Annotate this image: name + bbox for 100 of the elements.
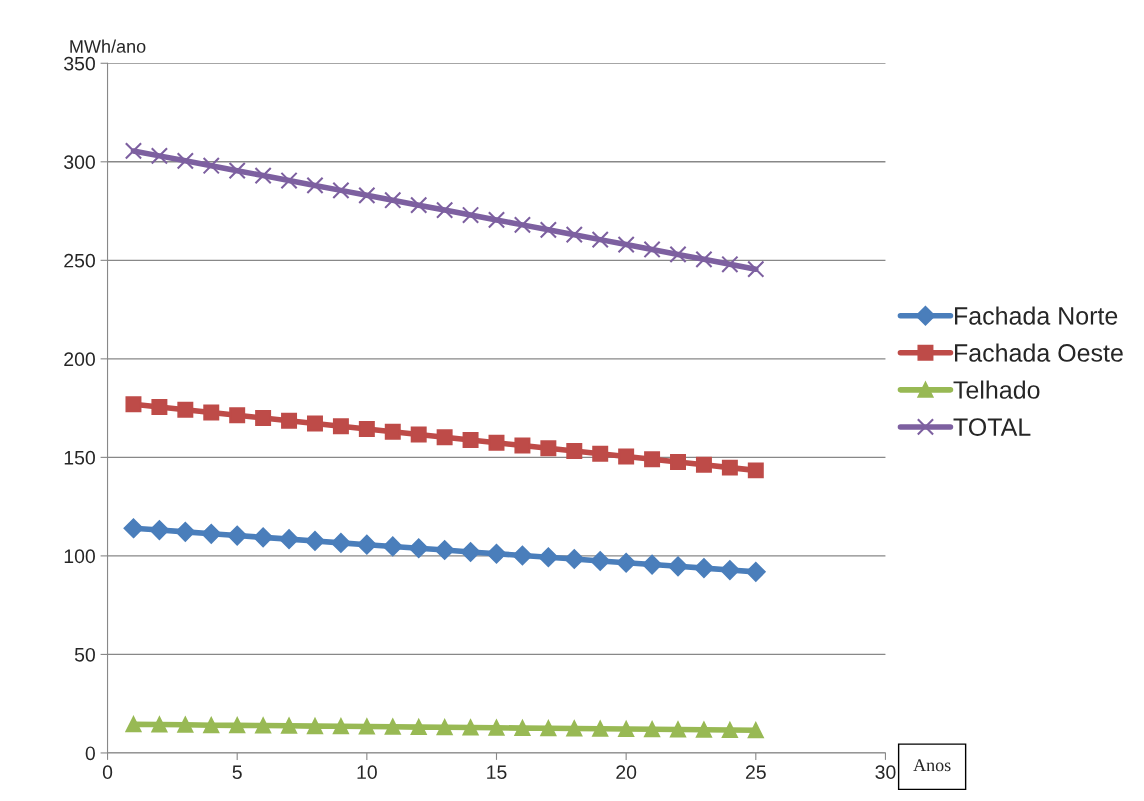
point bbox=[281, 717, 298, 734]
point bbox=[410, 196, 428, 214]
point bbox=[203, 717, 220, 734]
point bbox=[150, 147, 169, 165]
point bbox=[643, 240, 661, 259]
point bbox=[125, 396, 142, 413]
point bbox=[305, 531, 325, 551]
legend-label: Fachada Norte bbox=[955, 306, 1118, 325]
y-tick-label: 0 bbox=[85, 746, 95, 761]
point bbox=[177, 716, 194, 733]
point bbox=[461, 206, 480, 224]
point bbox=[410, 719, 427, 736]
point bbox=[332, 418, 349, 435]
point bbox=[358, 186, 376, 204]
point bbox=[123, 518, 144, 539]
x-tick-label: 15 bbox=[487, 765, 507, 780]
point bbox=[618, 721, 635, 738]
point bbox=[254, 166, 272, 185]
point bbox=[279, 529, 299, 550]
y-tick-label: 250 bbox=[64, 253, 95, 268]
point bbox=[512, 545, 533, 566]
point bbox=[227, 525, 248, 546]
y-tick-label: 50 bbox=[74, 647, 95, 662]
y-tick-label: 200 bbox=[64, 352, 95, 367]
point bbox=[644, 721, 661, 738]
point bbox=[539, 221, 558, 239]
point bbox=[358, 718, 375, 735]
point bbox=[229, 717, 246, 734]
point bbox=[175, 521, 196, 542]
point bbox=[255, 409, 272, 426]
point bbox=[460, 542, 481, 562]
x-tick-label: 25 bbox=[745, 765, 766, 780]
x-tick-label: 5 bbox=[232, 765, 242, 780]
point bbox=[384, 718, 401, 735]
point bbox=[408, 538, 429, 559]
point bbox=[177, 401, 194, 418]
point bbox=[695, 250, 713, 269]
point bbox=[332, 718, 349, 735]
point bbox=[176, 152, 195, 170]
point bbox=[487, 211, 506, 229]
x-tick-label: 10 bbox=[357, 765, 377, 780]
x-tick-label: 30 bbox=[875, 765, 896, 780]
x-axis-title: Anos bbox=[913, 759, 951, 772]
point bbox=[644, 451, 661, 468]
point bbox=[435, 201, 454, 219]
point bbox=[566, 443, 583, 460]
point bbox=[670, 454, 686, 471]
point bbox=[745, 561, 766, 582]
point bbox=[281, 412, 298, 429]
point bbox=[540, 440, 557, 457]
point bbox=[721, 722, 738, 739]
point bbox=[565, 226, 583, 244]
point bbox=[462, 719, 479, 736]
y-tick-label: 350 bbox=[64, 56, 95, 71]
x-tick-label: 0 bbox=[102, 765, 113, 780]
point bbox=[151, 398, 168, 415]
point bbox=[151, 716, 168, 733]
point bbox=[358, 421, 375, 437]
y-axis-title: MWh/ano bbox=[70, 39, 146, 53]
point bbox=[384, 423, 401, 440]
point bbox=[228, 161, 246, 180]
point bbox=[721, 459, 738, 476]
point bbox=[332, 181, 350, 200]
point bbox=[488, 434, 505, 451]
point bbox=[694, 558, 714, 578]
point bbox=[462, 432, 479, 449]
point bbox=[384, 191, 402, 209]
point bbox=[382, 536, 403, 557]
point bbox=[747, 722, 764, 739]
y-tick-label: 300 bbox=[64, 155, 95, 170]
point bbox=[513, 216, 532, 234]
point bbox=[202, 157, 220, 175]
point bbox=[719, 560, 740, 580]
point bbox=[747, 260, 765, 278]
point bbox=[255, 717, 272, 734]
legend-label: TOTAL bbox=[953, 418, 1031, 436]
point bbox=[488, 719, 505, 736]
point bbox=[410, 426, 427, 443]
point bbox=[486, 543, 507, 564]
point bbox=[564, 549, 585, 569]
point bbox=[617, 235, 635, 254]
point bbox=[642, 554, 662, 575]
point bbox=[590, 551, 611, 571]
point bbox=[566, 720, 583, 737]
point bbox=[201, 523, 222, 544]
point bbox=[538, 547, 559, 568]
point bbox=[436, 429, 453, 446]
point bbox=[253, 527, 273, 548]
x-tick-label: 20 bbox=[616, 765, 637, 780]
point bbox=[203, 404, 220, 421]
point bbox=[307, 415, 323, 432]
point bbox=[670, 721, 686, 738]
point bbox=[540, 720, 557, 737]
point bbox=[721, 255, 739, 273]
point bbox=[125, 716, 142, 733]
point bbox=[592, 720, 609, 737]
point bbox=[669, 245, 687, 264]
point bbox=[307, 718, 323, 735]
y-tick-label: 100 bbox=[64, 549, 95, 564]
point bbox=[434, 540, 455, 560]
